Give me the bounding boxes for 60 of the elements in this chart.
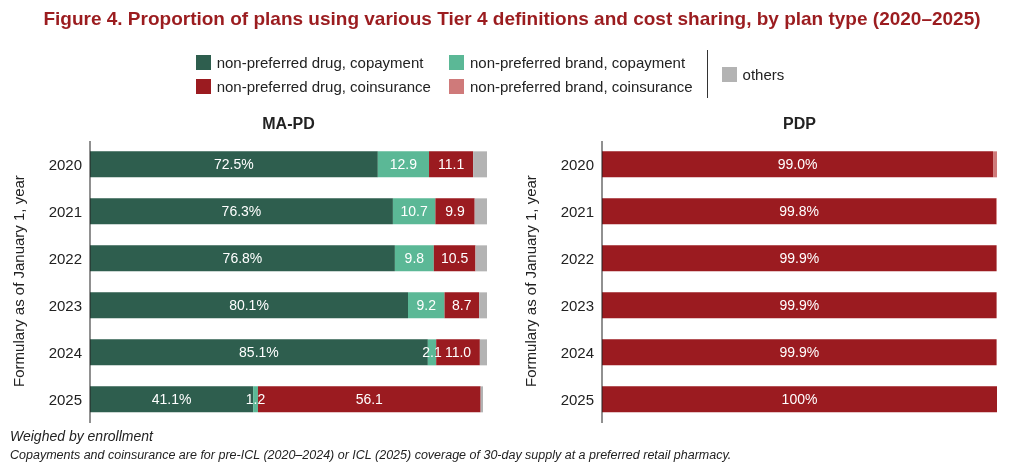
data-label: 76.3% (221, 203, 262, 220)
bar (90, 292, 408, 319)
data-label: 1.2 (245, 391, 266, 408)
bar (435, 198, 475, 225)
data-label: 9.9 (445, 203, 465, 220)
y-axis-title: Formulary as of January 1, year (521, 175, 539, 387)
legend-label: non-preferred brand, coinsurance (469, 77, 693, 95)
bar (408, 292, 445, 319)
data-label: 76.8% (222, 250, 263, 267)
y-tick-label: 2025 (560, 390, 594, 408)
y-tick-label: 2023 (48, 296, 82, 314)
bar (479, 339, 487, 366)
y-tick-label: 2024 (560, 343, 594, 361)
data-label: 80.1% (229, 297, 269, 314)
data-label: 11.0 (444, 344, 472, 361)
y-tick-label: 2022 (560, 249, 594, 267)
data-label: 72.5% (214, 156, 254, 173)
data-label: 56.1 (355, 391, 384, 408)
y-tick-label: 2020 (560, 155, 594, 173)
y-tick-label: 2023 (560, 296, 594, 314)
data-label: 99.0% (777, 156, 818, 173)
y-tick-label: 2022 (48, 249, 82, 267)
data-label: 99.8% (779, 203, 819, 220)
legend-label: non-preferred drug, coinsurance (216, 77, 431, 95)
data-label: 8.7 (452, 297, 472, 314)
text: Weighed by enrollment (10, 428, 155, 444)
bar (429, 151, 474, 178)
bar (90, 151, 378, 178)
bar (473, 151, 487, 178)
y-tick-label: 2024 (48, 343, 82, 361)
text: Copayments and coinsurance are for pre-ICL (2020–2024) or ICL (2025) coverage of 30-day supply at a preferred retail pharmacy. (10, 448, 732, 462)
data-label: 10.7 (400, 203, 428, 220)
bar (475, 245, 487, 272)
data-label: 99.9% (779, 297, 820, 314)
data-label: 11.1 (437, 156, 465, 173)
y-tick-label: 2020 (48, 155, 82, 173)
bar (90, 245, 395, 272)
data-label: 41.1% (151, 391, 192, 408)
data-label: 99.9% (779, 344, 820, 361)
data-label: 100% (781, 391, 818, 408)
data-label: 12.9 (389, 156, 418, 173)
chart-title: PDP (782, 115, 817, 134)
data-label: 2.1 (422, 344, 442, 361)
bar (479, 292, 487, 319)
legend-label: non-preferred drug, copayment (216, 53, 424, 71)
data-label: 9.8 (404, 250, 425, 267)
chart-subtitle: MA-PD (261, 115, 316, 134)
bar (474, 198, 487, 225)
data-label: 10.5 (441, 250, 469, 267)
y-tick-label: 2021 (560, 202, 594, 220)
y-tick-label: 2021 (48, 202, 82, 220)
chart-title: Figure 4. Proportion of plans using various Tier 4 definitions and cost sharing, by plan type (2020–2025) (42, 8, 982, 30)
y-axis-title: Formulary as of January 1, year (9, 175, 27, 387)
data-label: 85.1% (239, 344, 279, 361)
y-tick-label: 2025 (48, 390, 82, 408)
data-label: 99.9% (779, 250, 820, 267)
data-label: 9.2 (416, 297, 437, 314)
legend-label: others (742, 65, 785, 83)
legend-label: non-preferred brand, copayment (469, 53, 686, 71)
bar (90, 198, 393, 225)
